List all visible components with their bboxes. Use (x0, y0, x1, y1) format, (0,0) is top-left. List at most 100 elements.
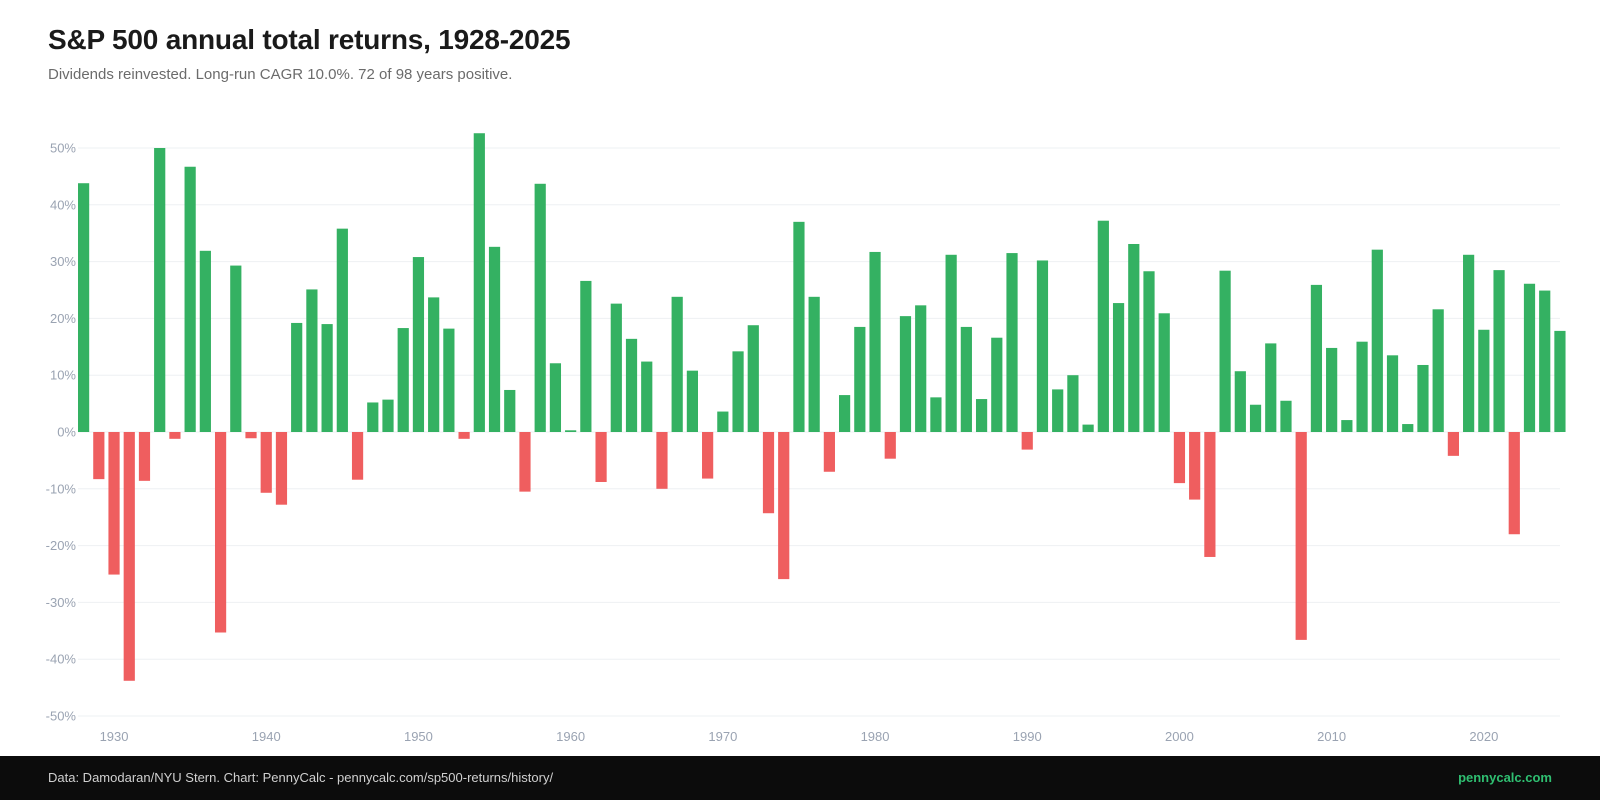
bar-1945[interactable]: 1945: 35.8% (336, 228, 348, 432)
bar-1949[interactable]: 1949: 18.3% (397, 328, 409, 432)
bar-2005[interactable]: 2005: 4.8% (1249, 404, 1262, 432)
bar-2003[interactable]: 2003: 28.4% (1219, 270, 1231, 432)
bar-2002[interactable]: 2002: -22% (1204, 432, 1216, 557)
bar-1940[interactable]: 1940: -10.7% (260, 432, 272, 493)
bar-1992[interactable]: 1992: 7.5% (1052, 389, 1064, 432)
bar-1976[interactable]: 1976: 23.8% (808, 296, 820, 432)
x-tick-label: 2020 (1469, 729, 1498, 744)
bar-1982[interactable]: 1982: 20.4% (899, 316, 912, 432)
bar-1962[interactable]: 1962: -8.8% (595, 432, 607, 482)
bar-1933[interactable]: 1933: 50% (154, 148, 166, 432)
bar-1997[interactable]: 1997: 33.1% (1128, 243, 1140, 432)
bar-1970[interactable]: 1970: 3.6% (717, 411, 729, 432)
bar-1961[interactable]: 1961: 26.6% (580, 280, 592, 432)
bar-1959[interactable]: 1959: 12.1% (549, 363, 562, 432)
bar-1996[interactable]: 1996: 22.7% (1112, 303, 1125, 432)
bar-2020[interactable]: 2020: 18% (1478, 329, 1490, 432)
bar-2014[interactable]: 2014: 13.5% (1386, 355, 1399, 432)
bar-1994[interactable]: 1994: 1.3% (1082, 424, 1094, 432)
bar-1978[interactable]: 1978: 6.5% (839, 395, 851, 432)
bar-2004[interactable]: 2004: 10.7% (1234, 371, 1246, 432)
bar-1955[interactable]: 1955: 32.6% (488, 246, 501, 432)
bar-1995[interactable]: 1995: 37.2% (1097, 220, 1109, 432)
bar-2012[interactable]: 2012: 15.9% (1356, 341, 1368, 432)
brand-link[interactable]: pennycalc.com (1458, 770, 1552, 785)
bar-1972[interactable]: 1972: 18.8% (747, 325, 759, 432)
bar-2006[interactable]: 2006: 15.6% (1265, 343, 1277, 432)
bar-1939[interactable]: 1939: -1.1% (245, 432, 257, 439)
bar-1977[interactable]: 1977: -7% (823, 432, 835, 472)
bar-1947[interactable]: 1947: 5.2% (367, 402, 379, 432)
bar-1948[interactable]: 1948: 5.7% (382, 399, 394, 432)
bar-1979[interactable]: 1979: 18.5% (854, 326, 866, 432)
bar-1966[interactable]: 1966: -10% (656, 432, 668, 489)
bar-2021[interactable]: 2021: 28.5% (1493, 270, 1505, 432)
bar-1967[interactable]: 1967: 23.8% (671, 296, 683, 432)
bar-1935[interactable]: 1935: 46.7% (184, 166, 196, 432)
bar-1973[interactable]: 1973: -14.3% (762, 432, 775, 514)
bar-1999[interactable]: 1999: 20.9% (1158, 313, 1170, 432)
bar-1965[interactable]: 1965: 12.4% (641, 361, 653, 432)
bar-2008[interactable]: 2008: -36.6% (1295, 432, 1307, 640)
bar-1932[interactable]: 1932: -8.6% (138, 432, 151, 481)
bar-1953[interactable]: 1953: -1.2% (458, 432, 470, 439)
bar-1986[interactable]: 1986: 18.5% (960, 326, 972, 432)
bar-1983[interactable]: 1983: 22.3% (915, 305, 927, 432)
bar-2011[interactable]: 2011: 2.1% (1341, 420, 1353, 432)
bar-1946[interactable]: 1946: -8.4% (351, 432, 364, 480)
bar-1942[interactable]: 1942: 19.2% (291, 322, 303, 432)
bar-2001[interactable]: 2001: -11.9% (1189, 432, 1201, 500)
bar-1951[interactable]: 1951: 23.7% (428, 297, 440, 432)
bar-1931[interactable]: 1931: -43.8% (123, 432, 135, 681)
bar-1975[interactable]: 1975: 37% (793, 221, 805, 432)
bar-1987[interactable]: 1987: 5.8% (975, 399, 988, 432)
bar-2007[interactable]: 2007: 5.5% (1280, 400, 1292, 432)
bar-2022[interactable]: 2022: -18% (1508, 432, 1520, 535)
bar-1936[interactable]: 1936: 31.9% (199, 250, 211, 432)
bar-2000[interactable]: 2000: -9% (1173, 432, 1186, 484)
bar-1991[interactable]: 1991: 30.2% (1036, 260, 1049, 432)
bar-1980[interactable]: 1980: 31.7% (869, 251, 881, 432)
bar-1954[interactable]: 1954: 52.6% (473, 133, 485, 432)
bar-1944[interactable]: 1944: 19% (321, 324, 333, 432)
bar-2013[interactable]: 2013: 32.1% (1371, 249, 1383, 432)
bar-1993[interactable]: 1993: 10% (1067, 375, 1079, 432)
bar-2016[interactable]: 2016: 11.8% (1417, 364, 1429, 432)
bar-1937[interactable]: 1937: -35.3% (214, 432, 227, 633)
bar-1950[interactable]: 1950: 30.8% (412, 257, 425, 432)
bar-1956[interactable]: 1956: 7.4% (504, 389, 516, 432)
bar-2025[interactable]: 2025: 17.8% (1554, 330, 1566, 432)
bar-2010[interactable]: 2010: 14.8% (1326, 347, 1338, 432)
bar-1929[interactable]: 1929: -8.3% (93, 432, 105, 480)
bar-1971[interactable]: 1971: 14.2% (732, 351, 744, 432)
bar-1969[interactable]: 1969: -8.2% (702, 432, 714, 479)
bar-2015[interactable]: 2015: 1.4% (1402, 424, 1414, 432)
bar-2019[interactable]: 2019: 31.2% (1463, 254, 1475, 432)
bar-1960[interactable]: 1960: 0.3% (565, 430, 577, 432)
bar-1989[interactable]: 1989: 31.5% (1006, 253, 1018, 432)
bar-2009[interactable]: 2009: 25.9% (1310, 284, 1323, 432)
bar-1974[interactable]: 1974: -25.9% (778, 432, 790, 580)
bar-1930[interactable]: 1930: -25.1% (108, 432, 120, 575)
bar-1985[interactable]: 1985: 31.2% (945, 254, 957, 432)
bar-1938[interactable]: 1938: 29.3% (230, 265, 242, 432)
bar-1963[interactable]: 1963: 22.6% (610, 303, 622, 432)
bar-1964[interactable]: 1964: 16.4% (625, 338, 638, 432)
bar-1928[interactable]: 1928: 43.8% (78, 183, 90, 432)
bar-1941[interactable]: 1941: -12.8% (275, 432, 288, 505)
bar-2023[interactable]: 2023: 26.1% (1523, 283, 1536, 432)
bar-1968[interactable]: 1968: 10.8% (686, 370, 698, 432)
bar-2017[interactable]: 2017: 21.6% (1432, 309, 1444, 432)
bar-1943[interactable]: 1943: 25.1% (306, 289, 318, 432)
bar-1984[interactable]: 1984: 6.1% (930, 397, 942, 432)
bar-1957[interactable]: 1957: -10.5% (519, 432, 531, 492)
bar-1934[interactable]: 1934: -1.2% (169, 432, 181, 439)
bar-1952[interactable]: 1952: 18.2% (443, 328, 455, 432)
bar-1998[interactable]: 1998: 28.3% (1143, 271, 1155, 432)
bar-1958[interactable]: 1958: 43.7% (534, 183, 546, 432)
bar-2024[interactable]: 2024: 24.9% (1539, 290, 1551, 432)
bar-1990[interactable]: 1990: -3.1% (1021, 432, 1033, 450)
bar-1981[interactable]: 1981: -4.7% (884, 432, 896, 459)
bar-1988[interactable]: 1988: 16.6% (991, 337, 1003, 432)
bar-2018[interactable]: 2018: -4.2% (1447, 432, 1459, 456)
